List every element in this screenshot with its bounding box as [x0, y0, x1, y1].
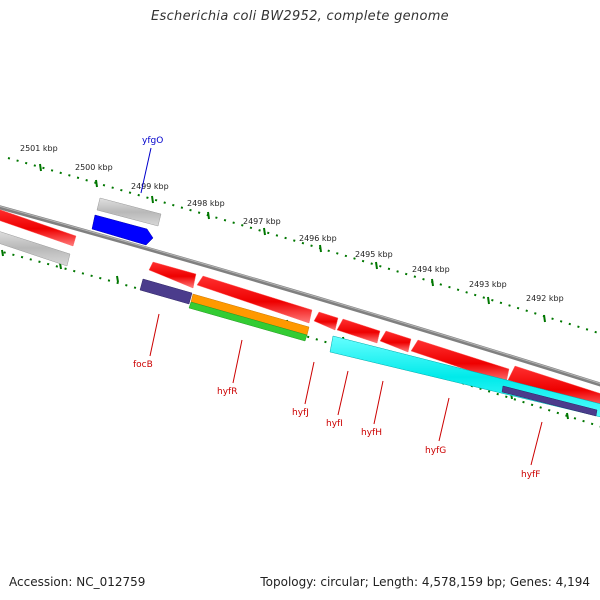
scale-label: 2497 kbp — [243, 217, 281, 226]
gene-label-hyfH: hyfH — [361, 428, 382, 438]
outer-tick-track — [7, 157, 600, 335]
gene-feature-focB[interactable] — [139, 278, 193, 305]
gene-label-hyfG: hyfG — [425, 446, 446, 456]
scale-label: 2494 kbp — [412, 265, 450, 274]
gene-feature-partial-top[interactable] — [96, 197, 162, 227]
genome-summary-text: Topology: circular; Length: 4,578,159 bp… — [260, 575, 590, 589]
scale-label: 2501 kbp — [20, 144, 58, 153]
scale-labels: 2501 kbp 2500 kbp 2499 kbp 2498 kbp 2497… — [20, 144, 564, 303]
scale-label: 2499 kbp — [131, 182, 169, 191]
gene-label-focB: focB — [133, 360, 153, 370]
gene-feature-hyfR[interactable] — [196, 275, 313, 324]
gene-label-hyfF: hyfF — [521, 470, 540, 480]
scale-label: 2498 kbp — [187, 199, 225, 208]
gene-label-hyfJ: hyfJ — [292, 408, 309, 418]
gene-label-hyfI: hyfI — [326, 419, 343, 429]
label-leader-lines — [140, 147, 543, 466]
scale-label: 2500 kbp — [75, 163, 113, 172]
scale-label: 2495 kbp — [355, 250, 393, 259]
gene-label-hyfR: hyfR — [217, 387, 237, 397]
gene-feature-hyfF-purple[interactable] — [501, 385, 598, 417]
gene-label-yfgO: yfgO — [142, 136, 163, 146]
map-title: Escherichia coli BW2952, complete genome — [151, 9, 449, 24]
gene-feature-hyfJ[interactable] — [313, 311, 339, 331]
scale-label: 2493 kbp — [469, 280, 507, 289]
gene-labels: yfgO focB hyfR hyfJ hyfI hyfH hyfG hyfF — [133, 136, 540, 480]
accession-text: Accession: NC_012759 — [9, 575, 146, 589]
genome-backbone-highlight — [0, 205, 600, 384]
genome-backbone — [0, 205, 600, 387]
gene-feature-hyfR-green[interactable] — [188, 301, 308, 342]
gene-feature-left-bottom[interactable] — [0, 230, 71, 267]
gene-feature-yfgO[interactable] — [91, 214, 154, 246]
outer-major-ticks — [39, 163, 546, 323]
gene-feature-focB-arrow[interactable] — [148, 261, 197, 289]
gene-feature-hyfH[interactable] — [379, 330, 412, 353]
gene-feature-left-top[interactable] — [0, 208, 77, 247]
gene-feature-hyfI[interactable] — [336, 318, 381, 344]
scale-label: 2492 kbp — [526, 294, 564, 303]
scale-label: 2496 kbp — [299, 234, 337, 243]
